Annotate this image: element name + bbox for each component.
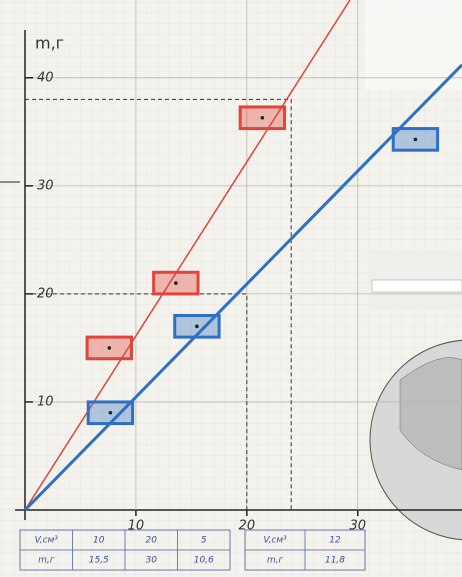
guide-line <box>25 98 292 510</box>
y-axis-label: m,г <box>35 34 64 53</box>
point <box>260 115 265 120</box>
table-cell-text: 10,6 <box>194 556 214 566</box>
table-cell-text: 30 <box>146 556 158 566</box>
table-cell <box>177 549 231 571</box>
fit-line <box>24 0 351 511</box>
background-papers <box>365 0 462 541</box>
table-cell-text: 12 <box>329 536 341 546</box>
x-tick-label: 30 <box>349 519 366 534</box>
table-cell-text: V,см³ <box>35 536 59 546</box>
table-cell-text: 10 <box>93 536 105 546</box>
y-tick-label: 30 <box>37 178 54 193</box>
table-cell-text: V,см³ <box>263 536 287 546</box>
y-tick-label: 20 <box>37 286 54 301</box>
point <box>195 324 199 329</box>
point <box>108 410 113 415</box>
table-cell-text: m,г <box>267 556 284 566</box>
table-cell-text: 5 <box>201 536 207 546</box>
table-cell <box>304 549 366 571</box>
point <box>413 137 418 142</box>
guide-line <box>25 293 248 510</box>
fit-line <box>23 63 462 512</box>
table-cell-text: 11,8 <box>325 556 345 566</box>
point <box>174 281 178 285</box>
table-cell-text: 20 <box>146 536 158 546</box>
table-cell-text: 15,5 <box>89 556 109 566</box>
y-tick-label: 10 <box>37 394 54 409</box>
x-tick-label: 10 <box>128 519 145 534</box>
point <box>107 346 112 350</box>
table-cell-text: m,г <box>38 556 55 566</box>
x-tick-label: 20 <box>239 519 256 534</box>
y-tick-label: 40 <box>37 70 54 85</box>
